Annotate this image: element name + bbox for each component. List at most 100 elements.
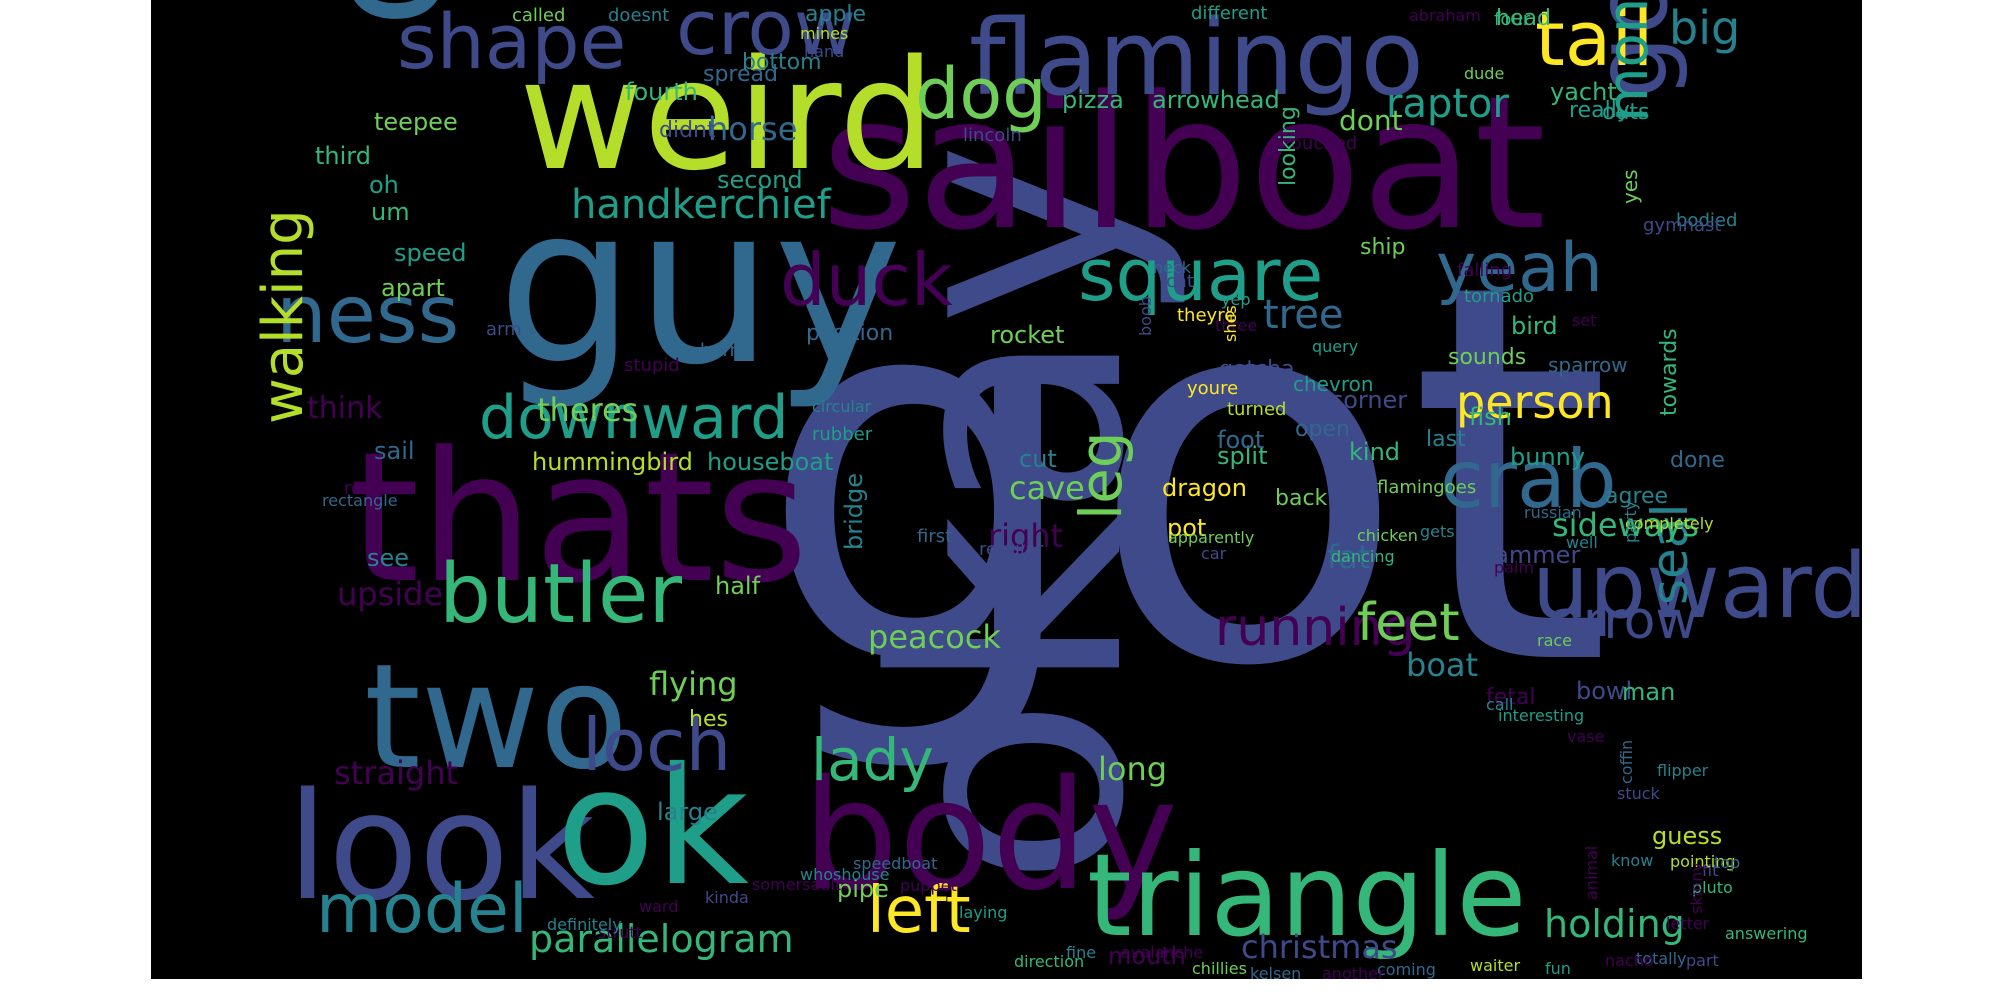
word-bridge: bridge [840,473,868,550]
word-cave: cave [1009,469,1085,507]
word-set: set [1572,311,1596,330]
word-arm: arm [486,319,522,340]
word-boob: boob [1136,296,1155,336]
word-split: split [1217,442,1267,470]
word-sounds: sounds [1448,345,1526,370]
word-flamingoes: flamingoes [1377,477,1476,498]
word-running: running [1215,598,1416,658]
word-vase: vase [1567,727,1604,746]
word-dog: dog [915,53,1047,135]
word-third: third [315,142,371,170]
word-hand: hand [804,42,844,61]
word-sparrow: sparrow [1548,353,1628,377]
word-mines: mines [800,24,848,43]
word-flying: flying [649,665,738,703]
word-straight: straight [334,754,458,792]
word-ok: ok [556,734,749,922]
word-hes: hes [689,707,728,732]
word-abraham: abraham [1409,6,1481,25]
word-puppet: puppet [900,876,957,895]
word-tree: tree [1263,292,1343,338]
word-peacock: peacock [868,618,1001,656]
word-cloud-canvas: gotokaysailboatguythatsoneweirdflamingot… [251,0,1862,979]
word-long: long [1098,750,1167,788]
word-bottom: bottom [742,50,822,75]
word-big: big [1669,1,1740,55]
word-pipe: pipe [837,875,889,903]
word-open: open [1295,417,1350,442]
word-fat: fat [1327,538,1370,576]
word-looking: looking [1276,106,1301,186]
word-dragon: dragon [1162,474,1247,502]
word-dancing: dancing [1331,547,1395,566]
word-coming: coming [1377,960,1436,979]
word-chevron: chevron [1293,372,1374,396]
word-raptor: raptor [1386,81,1510,127]
word-fetal: fetal [1486,685,1536,710]
word-sideways: sideways [1552,506,1699,544]
word-crow: crow [676,0,856,72]
word-teepee: teepee [374,108,458,136]
word-position: position [806,321,893,346]
word-russian: russian [1524,503,1582,522]
word-back: back [1275,486,1328,511]
word-large: large [657,798,718,826]
word-head: head [1496,6,1551,31]
word-letter: letter [1666,914,1710,933]
word-fine: fine [1066,943,1096,962]
word-palm: palm [1494,558,1534,577]
word-square: square [1078,233,1323,317]
word-see: see [367,544,409,572]
word-houseboat: houseboat [707,448,833,476]
word-gets: gets [1420,522,1455,541]
word-think: think [307,391,383,426]
word-leg: leg [1067,431,1135,520]
word-another: another [1322,964,1385,979]
word-yeah: yeah [1436,229,1603,308]
word-yacht: yacht [1550,78,1617,106]
word-loch: loch [582,703,731,787]
word-second: second [717,166,803,194]
word-cloud: gotokaysailboatguythatsoneweirdflamingot… [151,0,1862,979]
word-christmas: christmas [1241,928,1398,966]
word-rocket: rocket [990,321,1064,349]
word-sail: sail [374,437,415,465]
word-right: right [988,517,1063,555]
word-hammer: hammer [1479,541,1580,569]
word-person: person [1456,375,1614,429]
word-lincoln: lincoln [963,125,1022,146]
word-downward: downward [479,383,788,453]
word-thats: thats [349,414,808,623]
word-top: top [1714,853,1740,872]
word-know: know [1611,851,1653,870]
word-definitely: definitely [547,915,622,934]
word-chillies: chillies [1192,959,1247,978]
word-whoshouse: whoshouse [800,865,890,884]
word-yep: yep [1221,290,1250,309]
word-shes: shes [1221,305,1240,342]
word-car: car [1201,544,1227,563]
word-four: four [1494,9,1531,30]
word-handkerchief: handkerchief [571,182,832,228]
word-arrowhead: arrowhead [1152,86,1280,114]
word-bowl: bowl [1576,677,1632,705]
word-half: half [715,572,761,600]
word-crab: crab [1440,433,1617,526]
word-really: really [1569,98,1630,123]
word-towards: towards [1657,328,1682,416]
word-fun: fun [1545,959,1571,978]
word-last: last [1426,427,1466,452]
word-one: one [288,0,481,28]
word-apart: apart [381,274,445,302]
word-answering: answering [1725,924,1808,943]
word-speedboat: speedboat [853,854,937,873]
word-upside: upside [337,575,443,613]
word-direction: direction [1014,952,1084,971]
word-completely: completely [1625,514,1714,533]
word-tail: tail [1535,0,1654,83]
word-waiter: waiter [1470,956,1520,975]
word-upward: upward [1532,534,1862,639]
word-rubber: rubber [812,424,873,445]
word-ship: ship [1360,235,1405,260]
word-got: got [757,173,1612,781]
